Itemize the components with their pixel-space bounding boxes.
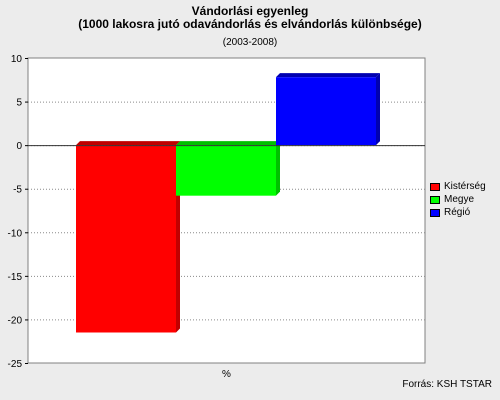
y-tick-label: 10 bbox=[11, 54, 23, 65]
bar-side bbox=[276, 141, 280, 196]
y-tick-label: 5 bbox=[16, 98, 22, 109]
bar-side bbox=[376, 73, 380, 146]
legend-swatch bbox=[430, 195, 440, 204]
bar-top bbox=[76, 141, 180, 146]
bar-top bbox=[276, 73, 380, 78]
y-tick-label: -20 bbox=[8, 315, 23, 326]
bar-2 bbox=[176, 145, 276, 196]
y-tick-label: -5 bbox=[13, 185, 22, 196]
chart-subtitle: (2003-2008) bbox=[222, 37, 278, 48]
bar-3 bbox=[276, 77, 376, 146]
legend-swatch bbox=[430, 182, 440, 191]
legend-item-regio: Régió bbox=[430, 206, 486, 219]
chart-title: Vándorlási egyenleg (1000 lakosra jutó o… bbox=[0, 5, 500, 31]
legend-item-kisterseg: Kistérség bbox=[430, 180, 486, 193]
chart-title-line-1: Vándorlási egyenleg bbox=[191, 4, 309, 18]
legend-label: Kistérség bbox=[444, 181, 486, 192]
chart-title-line-2: (1000 lakosra jutó odavándorlás és elván… bbox=[78, 17, 422, 31]
y-tick-label: -15 bbox=[8, 272, 23, 283]
bar-top bbox=[176, 141, 280, 146]
y-tick-label: -25 bbox=[8, 359, 23, 370]
legend-label: Régió bbox=[444, 207, 471, 218]
y-tick-label: 0 bbox=[16, 141, 22, 152]
x-category-label: % bbox=[222, 369, 231, 380]
y-tick-label: -10 bbox=[8, 228, 23, 239]
legend-label: Megye bbox=[444, 194, 475, 205]
bar-1 bbox=[76, 145, 176, 333]
legend: Kistérség Megye Régió bbox=[430, 180, 486, 219]
legend-item-megye: Megye bbox=[430, 193, 486, 206]
source-note: Forrás: KSH TSTAR bbox=[402, 379, 492, 390]
legend-swatch bbox=[430, 208, 440, 217]
